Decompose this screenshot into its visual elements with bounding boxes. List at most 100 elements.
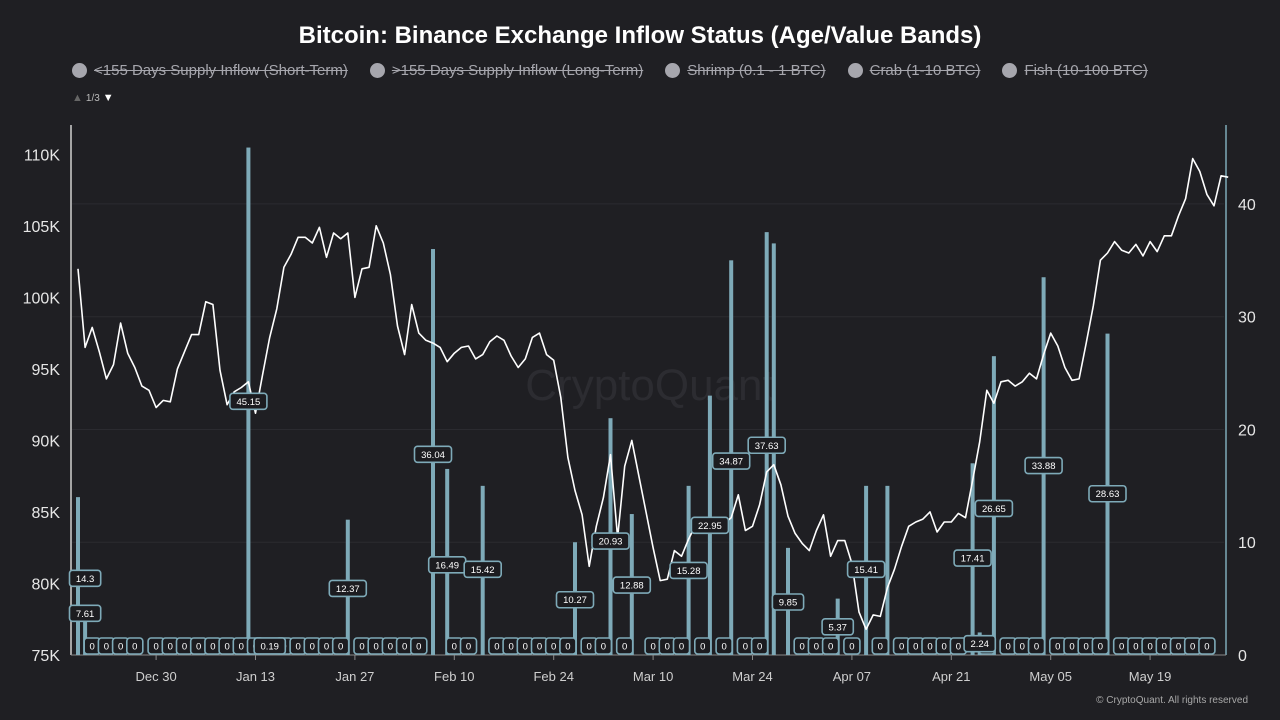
x-tick-label: Jan 13 (236, 669, 275, 684)
x-tick-label: Mar 24 (732, 669, 772, 684)
zero-value-label: 0 (494, 642, 499, 653)
zero-value-label: 0 (601, 642, 606, 653)
zero-value-label: 0 (168, 642, 173, 653)
y-left-tick-label: 110K (24, 147, 61, 164)
zero-value-label-box (871, 637, 890, 655)
y-right-tick-label: 10 (1238, 535, 1256, 552)
zero-value-label: 0 (757, 642, 762, 653)
bar-value-label: 17.41 (961, 554, 985, 565)
zero-value-label: 0 (721, 642, 726, 653)
bar-value-label: 20.93 (599, 537, 623, 548)
zero-value-label: 0 (452, 642, 457, 653)
legend-dot-icon (847, 63, 863, 78)
zero-value-label: 0 (196, 642, 201, 653)
bar-value-label-box (771, 593, 805, 611)
copyright-credit: © CryptoQuant. All rights reserved (1096, 695, 1248, 706)
bar-value-label-box (747, 436, 787, 455)
zero-value-label-box (126, 637, 144, 655)
zero-value-label: 0 (927, 642, 932, 653)
zero-value-label: 0 (537, 642, 542, 653)
legend-label: Fish (10-100 BTC) (1024, 62, 1148, 79)
bar-value-label: 2.24 (970, 639, 989, 650)
zero-value-label-box (331, 637, 350, 655)
x-tick-label: May 05 (1029, 669, 1072, 684)
zero-value-label: 0 (1162, 642, 1167, 653)
bar-value-label: 0.19 (260, 641, 279, 652)
bar-value-label-box (68, 604, 102, 623)
zero-value-label: 0 (800, 642, 805, 653)
zero-value-label: 0 (1176, 642, 1181, 653)
zero-value-label-box (1198, 637, 1216, 655)
legend-item-short-term[interactable]: <155 Days Supply Inflow (Short-Term) (72, 62, 348, 79)
zero-value-label: 0 (700, 642, 705, 653)
bar-value-label: 16.49 (435, 560, 459, 571)
bar-value-label: 15.41 (854, 565, 878, 576)
pager-down-icon[interactable]: ▼ (102, 92, 114, 104)
bar-value-label-box (555, 590, 595, 609)
zero-value-label-box (750, 637, 769, 655)
tick-labels: 75K 80K 85K 90K 95K 100K 105K 110K 0 10 20 30 40 Dec … (23, 147, 1256, 684)
zero-value-label: 0 (338, 642, 343, 653)
zero-value-label: 0 (1119, 642, 1124, 653)
zero-value-label: 0 (118, 642, 123, 653)
x-tick-label: Apr 21 (932, 669, 970, 684)
zero-value-label: 0 (1069, 642, 1074, 653)
bar-value-label-box (463, 560, 503, 579)
zero-value-label: 0 (359, 642, 364, 653)
zero-value-label: 0 (913, 642, 918, 653)
legend-dot-icon (369, 63, 385, 78)
zero-value-label: 0 (1034, 642, 1039, 653)
legend-pager: ▲ 1/3 ▼ (72, 92, 114, 104)
zero-value-label: 0 (828, 642, 833, 653)
bar-value-label-box (953, 549, 992, 567)
legend-item-fish[interactable]: Fish (10-100 BTC) (1002, 62, 1148, 79)
zero-value-label-box (459, 637, 478, 655)
zero-value-label: 0 (1133, 642, 1138, 653)
zero-value-label: 0 (388, 642, 393, 653)
bar-value-label: 7.61 (76, 609, 95, 620)
price-line-series (77, 157, 1229, 631)
bar-value-label: 15.42 (471, 565, 495, 576)
zero-value-label-box (1027, 637, 1046, 655)
bar-value-label-box (68, 569, 102, 588)
zero-value-label: 0 (1055, 642, 1060, 653)
pager-text: 1/3 (85, 92, 100, 104)
bar-value-label: 22.95 (698, 521, 722, 532)
bar-value-label-box (253, 637, 287, 655)
bar-value-label: 34.87 (719, 457, 743, 468)
inflow-bar (83, 615, 88, 655)
grid (72, 203, 1224, 543)
zero-value-label-box (693, 637, 712, 655)
zero-value-label: 0 (1098, 642, 1103, 653)
legend-item-long-term[interactable]: >155 Days Supply Inflow (Long-Term) (369, 62, 643, 79)
zero-value-label: 0 (210, 642, 215, 653)
zero-value-label: 0 (153, 642, 158, 653)
zero-value-label-box (615, 637, 634, 655)
bar-value-label-box (612, 576, 652, 594)
y-left-tick-label: 95K (32, 362, 61, 379)
bar-value-label: 9.85 (779, 598, 798, 609)
y-left-tick-label: 90K (32, 433, 61, 450)
y-right-tick-label: 30 (1238, 310, 1256, 327)
legend-item-crab[interactable]: Crab (1-10 BTC) (847, 62, 980, 79)
zero-value-label: 0 (1204, 642, 1209, 653)
zero-value-label-box (715, 637, 733, 655)
axes (70, 125, 1227, 656)
zero-value-label: 0 (374, 642, 379, 653)
zero-value-label: 0 (466, 642, 471, 653)
legend-item-shrimp[interactable]: Shrimp (0.1 - 1 BTC) (665, 62, 826, 79)
x-tick-label: May 19 (1129, 669, 1172, 684)
zero-value-label-box (409, 637, 428, 655)
watermark: CryptoQuant (525, 361, 774, 410)
zero-value-label: 0 (551, 642, 556, 653)
zero-value-label-box (821, 637, 840, 655)
bar-value-label-box (846, 560, 886, 579)
x-tick-label: Feb 10 (434, 669, 474, 684)
legend-label: <155 Days Supply Inflow (Short-Term) (94, 62, 348, 79)
y-left-tick-label: 75K (32, 648, 61, 665)
zero-value-label: 0 (650, 642, 655, 653)
bar-value-label: 15.28 (677, 566, 701, 577)
pager-up-icon[interactable]: ▲ (72, 92, 83, 104)
